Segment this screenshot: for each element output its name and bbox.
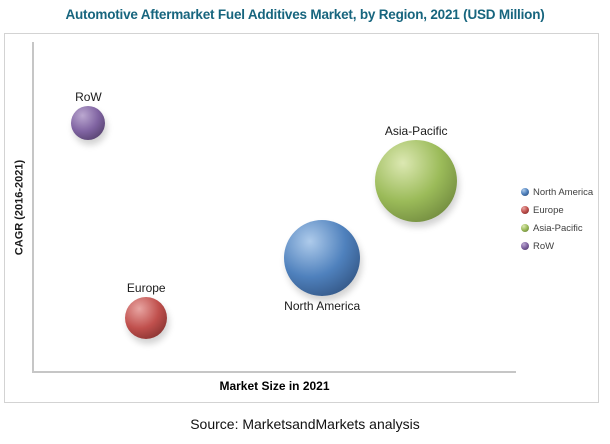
- bubble-north-america: [284, 220, 361, 297]
- legend-item-north-america: North America: [521, 186, 594, 198]
- legend-label-row: RoW: [533, 240, 555, 252]
- source-note: Source: MarketsandMarkets analysis: [190, 416, 420, 432]
- legend-item-row: RoW: [521, 240, 593, 252]
- bubble-asia-pacific: [375, 139, 458, 222]
- chart-title: Automotive Aftermarket Fuel Additives Ma…: [65, 7, 545, 22]
- legend-marker-row: [521, 242, 529, 250]
- bubble-row: [71, 105, 106, 140]
- legend-item-asia-pacific: Asia-Pacific: [521, 222, 593, 234]
- legend-label-europe: Europe: [533, 204, 564, 216]
- bubble-label-asia-pacific: Asia-Pacific: [384, 123, 448, 138]
- bubble-europe: [125, 296, 168, 339]
- x-axis-line: [32, 371, 516, 373]
- legend: North America Europe Asia-Pacific RoW: [521, 187, 593, 259]
- x-axis-label: Market Size in 2021: [219, 379, 330, 393]
- bubble-label-row: RoW: [75, 89, 102, 104]
- bubble-label-north-america: North America: [284, 299, 361, 314]
- chart-plot-area: [4, 33, 599, 403]
- y-axis-line: [32, 42, 34, 372]
- legend-marker-north-america: [521, 188, 529, 196]
- legend-marker-europe: [521, 206, 529, 214]
- legend-item-europe: Europe: [521, 204, 593, 216]
- legend-label-north-america: North America: [533, 186, 594, 198]
- legend-label-asia-pacific: Asia-Pacific: [533, 222, 583, 234]
- bubble-label-europe: Europe: [126, 280, 166, 295]
- y-axis-label: CAGR (2016-2021): [13, 159, 26, 256]
- legend-marker-asia-pacific: [521, 224, 529, 232]
